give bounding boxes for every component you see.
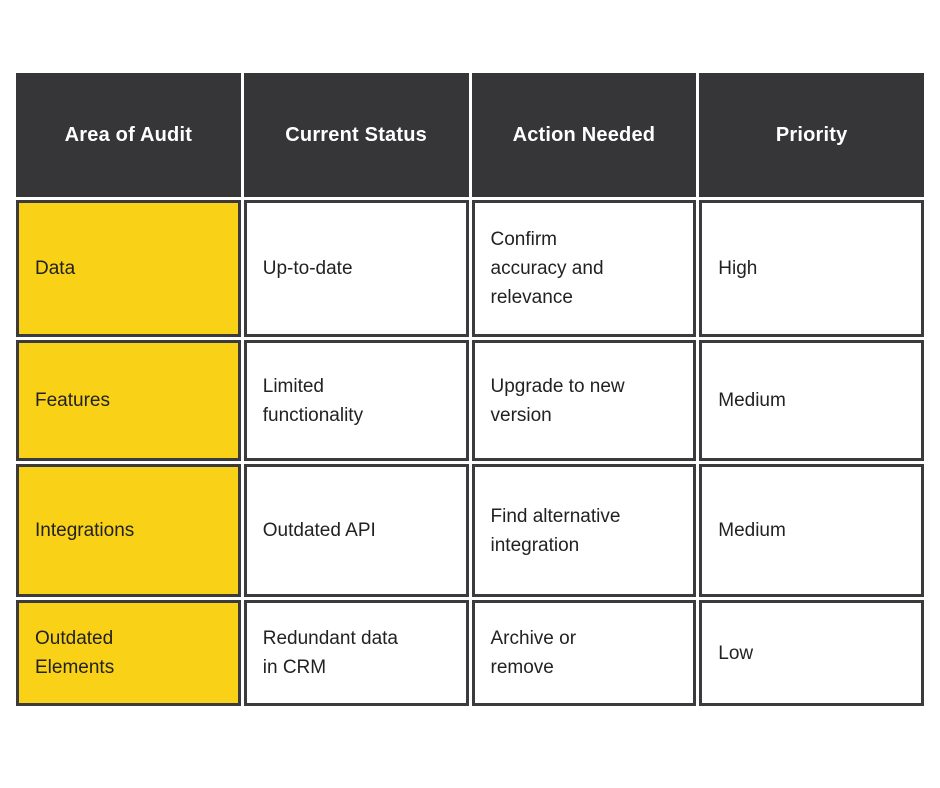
cell-area-label: Features [16, 340, 241, 461]
cell-area-label: Outdated Elements [16, 600, 241, 706]
cell-action-needed: Archive or remove [471, 600, 697, 706]
cell-current-status: Limited functionality [243, 340, 469, 461]
cell-area-label: Data [16, 200, 241, 337]
header-cell-action-needed: Action Needed [471, 73, 697, 197]
table-row-features: Features Limited functionality Upgrade t… [16, 340, 924, 461]
header-cell-area-of-audit: Area of Audit [16, 73, 241, 197]
table-row-integrations: Integrations Outdated API Find alternati… [16, 464, 924, 597]
cell-action-needed: Find alternative integration [471, 464, 697, 597]
cell-priority: Low [699, 600, 924, 706]
cell-priority: Medium [699, 340, 924, 461]
table-row-outdated-elements: Outdated Elements Redundant data in CRM … [16, 600, 924, 706]
cell-action-needed: Upgrade to new version [471, 340, 697, 461]
table-header: Area of Audit Current Status Action Need… [16, 73, 924, 197]
cell-priority: High [699, 200, 924, 337]
cell-area-label: Integrations [16, 464, 241, 597]
header-cell-current-status: Current Status [243, 73, 469, 197]
cell-current-status: Redundant data in CRM [243, 600, 469, 706]
header-row: Area of Audit Current Status Action Need… [16, 73, 924, 197]
cell-current-status: Outdated API [243, 464, 469, 597]
cell-current-status: Up-to-date [243, 200, 469, 337]
cell-action-needed: Confirm accuracy and relevance [471, 200, 697, 337]
table-body: Data Up-to-date Confirm accuracy and rel… [16, 200, 924, 706]
header-cell-priority: Priority [699, 73, 924, 197]
crm-audit-table: Area of Audit Current Status Action Need… [13, 70, 927, 709]
table-row-data: Data Up-to-date Confirm accuracy and rel… [16, 200, 924, 337]
cell-priority: Medium [699, 464, 924, 597]
